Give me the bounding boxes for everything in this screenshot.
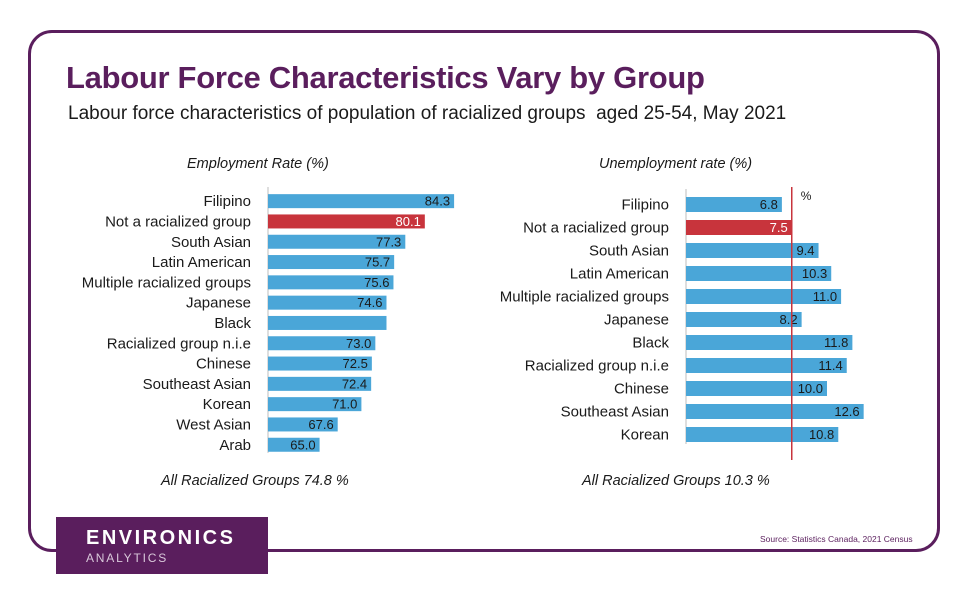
unemployment-category-label-racialized-group-n-i-e: Racialized group n.i.e [525, 358, 669, 375]
unemployment-category-label-southeast-asian: Southeast Asian [561, 404, 669, 421]
unemployment-reference-label: % [801, 189, 812, 203]
unemployment-value-label-south-asian: 9.4 [796, 243, 814, 258]
page-title: Labour Force Characteristics Vary by Gro… [66, 60, 705, 95]
unemployment-chart-title: Unemployment rate (%) [599, 156, 753, 172]
unemployment-value-label-racialized-group-n-i-e: 11.4 [818, 358, 842, 373]
unemployment-bar-racialized-group-n-i-e [686, 358, 847, 373]
employment-category-label-chinese: Chinese [196, 356, 251, 373]
unemployment-bar-south-asian [686, 243, 819, 258]
logo-main-text: ENVIRONICS [86, 527, 236, 549]
employment-bar-arab [268, 437, 320, 452]
unemployment-bar-black [686, 335, 853, 350]
unemployment-summary: All Racialized Groups 10.3 % [582, 473, 770, 489]
unemployment-value-label-filipino: 6.8 [760, 197, 778, 212]
employment-bar-racialized-group-n-i-e [268, 336, 376, 351]
employment-category-label-south-asian: South Asian [171, 234, 251, 251]
unemployment-value-label-not-a-racialized-group: 7.5 [770, 220, 788, 235]
employment-value-label-latin-american: 75.7 [365, 255, 390, 270]
unemployment-bar-korean [686, 427, 839, 442]
employment-bar-south-asian [268, 234, 406, 249]
unemployment-bar-southeast-asian [686, 404, 864, 419]
employment-chart-title: Employment Rate (%) [187, 156, 329, 172]
employment-bar-japanese [268, 295, 387, 310]
employment-category-label-west-asian: West Asian [176, 416, 251, 433]
employment-category-label-southeast-asian: Southeast Asian [143, 376, 251, 393]
unemployment-value-label-japanese: 8.2 [780, 312, 798, 327]
employment-value-label-not-a-racialized-group: 80.1 [396, 214, 421, 229]
logo-sub-text: ANALYTICS [86, 551, 168, 565]
employment-value-label-korean: 71.0 [332, 397, 357, 412]
unemployment-bar-latin-american [686, 266, 832, 281]
unemployment-category-label-filipino: Filipino [621, 197, 669, 214]
employment-category-label-racialized-group-n-i-e: Racialized group n.i.e [107, 335, 251, 352]
employment-category-label-japanese: Japanese [186, 295, 251, 312]
employment-value-label-southeast-asian: 72.4 [342, 376, 367, 391]
environics-logo: ENVIRONICS ANALYTICS [56, 517, 268, 574]
employment-bar-not-a-racialized-group [268, 214, 425, 229]
employment-category-label-arab: Arab [219, 437, 251, 454]
unemployment-bar-filipino [686, 197, 782, 212]
employment-category-label-not-a-racialized-group: Not a racialized group [105, 213, 251, 230]
employment-value-label-multiple-racialized-groups: 75.6 [364, 275, 389, 290]
unemployment-category-label-black: Black [632, 335, 669, 352]
employment-bar-black [268, 315, 387, 330]
unemployment-value-label-chinese: 10.0 [798, 381, 823, 396]
employment-bar-korean [268, 397, 362, 412]
employment-category-label-latin-american: Latin American [152, 254, 251, 271]
employment-bar-southeast-asian [268, 376, 372, 391]
unemployment-category-label-south-asian: South Asian [589, 243, 669, 260]
employment-category-label-korean: Korean [203, 396, 251, 413]
employment-value-label-west-asian: 67.6 [308, 417, 333, 432]
unemployment-category-label-japanese: Japanese [604, 312, 669, 329]
employment-bar-west-asian [268, 417, 338, 432]
employment-category-label-multiple-racialized-groups: Multiple racialized groups [82, 274, 251, 291]
employment-category-label-filipino: Filipino [203, 193, 251, 210]
unemployment-value-label-multiple-racialized-groups: 11.0 [813, 289, 837, 304]
unemployment-category-label-latin-american: Latin American [570, 266, 669, 283]
source-note: Source: Statistics Canada, 2021 Census [760, 534, 913, 544]
unemployment-category-label-multiple-racialized-groups: Multiple racialized groups [500, 289, 669, 306]
unemployment-value-label-southeast-asian: 12.6 [834, 404, 859, 419]
employment-value-label-arab: 65.0 [290, 437, 315, 452]
employment-bar-latin-american [268, 255, 395, 270]
unemployment-bar-not-a-racialized-group [686, 220, 792, 235]
employment-value-label-chinese: 72.5 [343, 356, 368, 371]
employment-value-label-south-asian: 77.3 [376, 234, 401, 249]
employment-value-label-racialized-group-n-i-e: 73.0 [346, 336, 371, 351]
employment-bar-multiple-racialized-groups [268, 275, 394, 290]
unemployment-bar-multiple-racialized-groups [686, 289, 842, 304]
unemployment-bar-japanese [686, 312, 802, 327]
employment-value-label-filipino: 84.3 [425, 194, 450, 209]
employment-summary: All Racialized Groups 74.8 % [161, 473, 349, 489]
employment-category-label-black: Black [214, 315, 251, 332]
unemployment-category-label-not-a-racialized-group: Not a racialized group [523, 220, 669, 237]
unemployment-value-label-latin-american: 10.3 [802, 266, 827, 281]
employment-bar-chinese [268, 356, 372, 371]
employment-bar-filipino [268, 194, 455, 209]
unemployment-value-label-black: 11.8 [824, 335, 848, 350]
page-subtitle: Labour force characteristics of populati… [68, 103, 787, 124]
unemployment-value-label-korean: 10.8 [809, 427, 834, 442]
unemployment-category-label-korean: Korean [621, 427, 669, 444]
unemployment-category-label-chinese: Chinese [614, 381, 669, 398]
employment-value-label-japanese: 74.6 [357, 295, 382, 310]
